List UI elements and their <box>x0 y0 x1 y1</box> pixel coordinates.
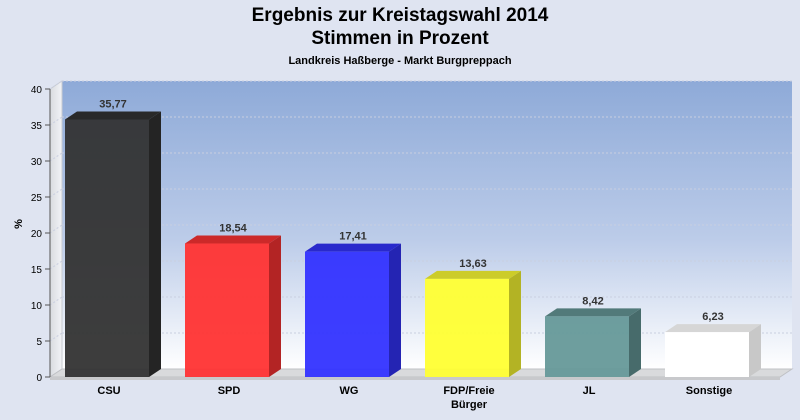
y-tick-label: 5 <box>36 337 42 348</box>
chart-title-line1: Ergebnis zur Kreistagswahl 2014 <box>251 5 549 26</box>
gridline-side <box>49 188 63 198</box>
y-tick-label: 0 <box>36 373 42 384</box>
chart-subtitle: Landkreis Haßberge - Markt Burgpreppach <box>288 55 512 67</box>
gridline-side <box>49 224 63 234</box>
bar-spd <box>185 235 281 377</box>
x-tick-label: CSU <box>97 385 120 397</box>
bar-front <box>545 316 629 377</box>
data-label: 35,77 <box>99 98 127 110</box>
gridline-side <box>49 332 63 342</box>
bar-side <box>749 324 761 377</box>
bar-side <box>629 308 641 377</box>
x-tick-label: Sonstige <box>686 385 732 397</box>
bar-front <box>665 332 749 377</box>
plot-left-wall <box>49 80 63 378</box>
data-label: 13,63 <box>459 258 487 270</box>
x-tick-label: JL <box>583 385 596 397</box>
x-tick-label: SPD <box>218 385 241 397</box>
y-tick-label: 20 <box>31 229 43 240</box>
y-tick-label: 40 <box>31 85 43 96</box>
y-tick-label: 30 <box>31 157 43 168</box>
chart-title-block: Ergebnis zur Kreistagswahl 2014 Stimmen … <box>0 4 800 67</box>
bar-top <box>425 270 521 279</box>
bar-wg <box>305 243 401 377</box>
bar-top <box>305 243 401 252</box>
gridline-side <box>49 152 63 162</box>
bar-top <box>665 324 761 333</box>
bar-front <box>185 243 269 377</box>
data-label: 18,54 <box>219 223 247 235</box>
bar-front <box>425 278 509 377</box>
data-label: 8,42 <box>582 295 603 307</box>
gridline-side <box>49 80 63 90</box>
bar-top <box>65 111 161 120</box>
bar-side <box>389 243 401 377</box>
x-tick-label: FDP/Freie <box>443 385 494 397</box>
y-tick-label: 25 <box>31 193 43 204</box>
bar-top <box>185 235 281 244</box>
chart-title-line2: Stimmen in Prozent <box>311 28 489 49</box>
plot-floor-edge <box>50 377 780 380</box>
bar-side <box>509 270 521 377</box>
data-label: 17,41 <box>339 231 367 243</box>
x-tick-label: WG <box>340 385 359 397</box>
bar-jl <box>545 308 641 377</box>
y-tick-label: 10 <box>31 301 43 312</box>
y-tick-label: 35 <box>31 121 43 132</box>
bar-top <box>545 308 641 317</box>
y-axis-label: % <box>13 219 25 229</box>
bar-front <box>305 251 389 377</box>
bar-csu <box>65 111 161 378</box>
gridline-side <box>49 116 63 126</box>
bar-fdp-freie-b-rger <box>425 270 521 377</box>
bar-sonstige <box>665 324 761 377</box>
gridline-side <box>49 260 63 270</box>
gridline-side <box>49 296 63 306</box>
bar-side <box>269 235 281 377</box>
bar-side <box>149 111 161 378</box>
y-tick-label: 15 <box>31 265 43 276</box>
data-label: 6,23 <box>702 311 723 323</box>
bar-front <box>65 119 149 378</box>
x-tick-label: Bürger <box>451 399 488 411</box>
